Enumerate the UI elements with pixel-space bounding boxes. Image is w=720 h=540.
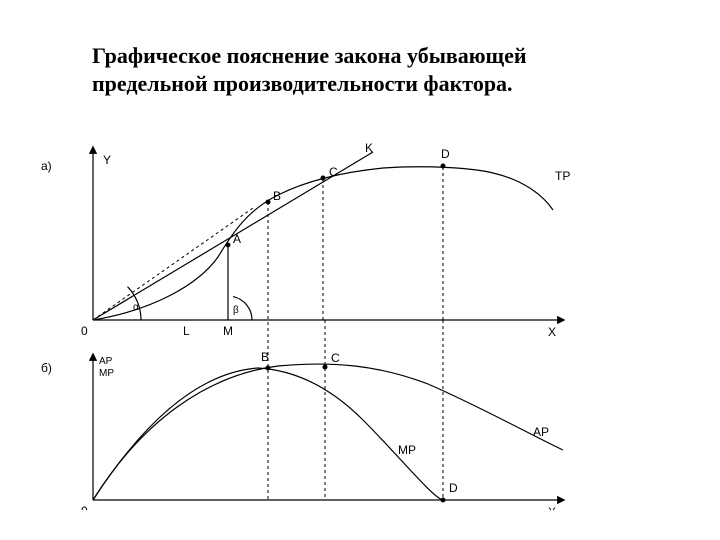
ap-curve <box>93 364 563 500</box>
tp-d-label-top: D <box>441 147 450 161</box>
point-a-top <box>226 243 231 248</box>
tangent-k-label: K <box>365 141 373 155</box>
point-b-label-bottom: B <box>261 350 269 364</box>
tp-label: TP <box>555 169 570 183</box>
top-y-label: Y <box>103 153 111 167</box>
panel-label-top: а) <box>41 159 52 173</box>
point-c-top <box>321 176 326 181</box>
page-title: Графическое пояснение закона убывающей п… <box>92 42 632 97</box>
top-x-label: X <box>548 325 556 339</box>
point-a-label-top: A <box>233 232 241 246</box>
mp-label: MP <box>398 443 416 457</box>
point-d-label-bottom: D <box>449 481 458 495</box>
point-c-label-bottom: C <box>331 351 340 365</box>
point-b-label-top: B <box>273 189 281 203</box>
tick-l-label: L <box>183 324 190 338</box>
angle-alpha-label: α <box>133 302 139 313</box>
bottom-origin-label: 0 <box>81 504 88 510</box>
bottom-x-label: X <box>548 505 556 510</box>
ap-label: AP <box>533 425 549 439</box>
bottom-y-label-ap: AP <box>99 356 113 367</box>
point-b-bottom <box>266 366 271 371</box>
dashed-ray-l <box>93 208 253 320</box>
panel-label-bottom: б) <box>41 361 52 375</box>
point-d-top <box>441 164 446 169</box>
plot-container: а) Y X 0 TP D K α β L M A B C б) AP MP X… <box>33 140 593 510</box>
bottom-y-label-mp: MP <box>99 368 114 379</box>
angle-beta-label: β <box>233 305 239 316</box>
diagram-svg: а) Y X 0 TP D K α β L M A B C б) AP MP X… <box>33 140 593 510</box>
point-c-bottom <box>323 365 328 370</box>
point-d-bottom <box>441 498 446 503</box>
tick-m-label: M <box>223 324 233 338</box>
point-c-label-top: C <box>329 165 338 179</box>
top-origin-label: 0 <box>81 324 88 338</box>
tp-curve <box>93 167 553 320</box>
